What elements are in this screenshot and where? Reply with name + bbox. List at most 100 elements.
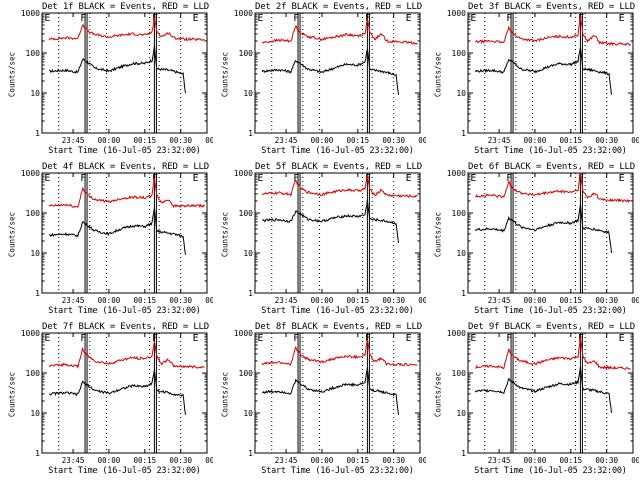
plot-frame (41, 332, 208, 454)
event-marker-label: E (257, 333, 263, 344)
lld-series-line (475, 15, 632, 47)
panel-title: Det 3f BLACK = Events, RED = LLD (468, 2, 635, 12)
x-tick-label: 00:45 (631, 136, 639, 145)
x-axis-label: Start Time (16-Jul-05 23:32:00) (48, 146, 201, 156)
y-tick-label: 100 (239, 369, 254, 378)
x-tick-label: 00:15 (134, 456, 157, 465)
event-marker-label: F (80, 173, 86, 184)
lld-series-line (48, 177, 205, 209)
event-marker-label: E (257, 13, 263, 24)
event-marker-label: E (193, 13, 199, 24)
lld-series-line (475, 172, 631, 204)
x-tick-label: 23:45 (488, 296, 511, 305)
y-tick-label: 1000 (234, 169, 253, 178)
event-marker-label: F (293, 173, 299, 184)
y-tick-label: 100 (26, 369, 41, 378)
x-tick-label: 00:15 (347, 456, 370, 465)
y-tick-label: 10 (243, 249, 253, 258)
y-tick-label: 10 (243, 89, 253, 98)
lightcurve-plot: 110100100023:4500:0000:1500:3000:4501:00… (21, 9, 213, 145)
y-tick-label: 1000 (234, 329, 253, 338)
plot-frame (467, 12, 634, 134)
detector-panel: 110100100023:4500:0000:1500:3000:4501:00… (0, 160, 214, 320)
event-marker-label: E (257, 173, 263, 184)
lightcurve-plot: 110100100023:4500:0000:1500:3000:4501:00… (21, 169, 213, 305)
events-series-line (261, 367, 399, 415)
panel-title: Det 5f BLACK = Events, RED = LLD (255, 162, 422, 172)
lld-series-line (261, 18, 418, 46)
x-tick-label: 00:00 (98, 136, 121, 145)
x-tick-label: 00:15 (560, 136, 583, 145)
lightcurve-plot: 110100100023:4500:0000:1500:3000:4501:00… (234, 329, 426, 465)
x-axis-label: Start Time (16-Jul-05 23:32:00) (474, 146, 627, 156)
event-marker-label: E (193, 333, 199, 344)
y-tick-label: 10 (30, 249, 40, 258)
event-marker-label: F (80, 333, 86, 344)
event-marker-label: F (506, 13, 512, 24)
y-tick-label: 10 (30, 409, 40, 418)
events-series-line (261, 49, 399, 95)
lld-series-line (48, 16, 205, 42)
x-tick-label: 00:30 (595, 136, 618, 145)
event-marker-label: E (619, 13, 625, 24)
x-axis-label: Start Time (16-Jul-05 23:32:00) (261, 466, 414, 476)
lld-series-line (475, 336, 631, 370)
event-marker-label: F (365, 13, 371, 24)
y-tick-label: 1 (248, 449, 253, 458)
x-tick-label: 00:15 (560, 456, 583, 465)
y-tick-label: 100 (26, 209, 41, 218)
event-marker-label: E (470, 333, 476, 344)
events-series-line (474, 204, 612, 254)
panel-title: Det 2f BLACK = Events, RED = LLD (255, 2, 422, 12)
detector-panel: 110100100023:4500:0000:1500:3000:4501:00… (213, 160, 427, 320)
plot-frame (467, 172, 634, 294)
y-tick-label: 1 (35, 129, 40, 138)
event-marker-label: F (365, 333, 371, 344)
x-tick-label: 23:45 (275, 136, 298, 145)
y-tick-label: 100 (26, 49, 41, 58)
x-tick-label: 00:00 (98, 296, 121, 305)
x-tick-label: 00:15 (347, 296, 370, 305)
detector-panel: 110100100023:4500:0000:1500:3000:4501:00… (426, 0, 640, 160)
x-tick-label: 00:00 (98, 456, 121, 465)
y-tick-label: 1000 (447, 9, 466, 18)
y-tick-label: 10 (30, 89, 40, 98)
event-marker-label: F (152, 333, 158, 344)
x-tick-label: 00:15 (560, 296, 583, 305)
y-axis-label: Counts/sec (7, 51, 17, 98)
y-axis-label: Counts/sec (433, 371, 443, 418)
x-tick-label: 00:00 (524, 136, 547, 145)
x-tick-label: 23:45 (488, 136, 511, 145)
event-marker-label: E (619, 333, 625, 344)
x-tick-label: 00:45 (205, 296, 213, 305)
lightcurve-plot: 110100100023:4500:0000:1500:3000:4501:00… (447, 329, 639, 465)
y-tick-label: 1000 (21, 9, 40, 18)
x-axis-label: Start Time (16-Jul-05 23:32:00) (261, 146, 414, 156)
y-tick-label: 100 (452, 49, 467, 58)
x-tick-label: 00:45 (631, 456, 639, 465)
plot-frame (254, 332, 421, 454)
y-tick-label: 100 (239, 209, 254, 218)
lightcurve-plot: 110100100023:4500:0000:1500:3000:4501:00… (234, 169, 426, 305)
y-tick-label: 1000 (21, 169, 40, 178)
y-tick-label: 1000 (234, 9, 253, 18)
events-series-line (49, 208, 186, 255)
y-tick-label: 1 (35, 449, 40, 458)
event-marker-label: F (293, 333, 299, 344)
x-tick-label: 00:30 (169, 456, 192, 465)
x-tick-label: 23:45 (62, 456, 85, 465)
event-marker-label: F (293, 13, 299, 24)
x-tick-label: 00:30 (169, 136, 192, 145)
x-tick-label: 00:30 (595, 456, 618, 465)
event-marker-label: E (619, 173, 625, 184)
x-tick-label: 00:45 (418, 136, 426, 145)
x-tick-label: 23:45 (275, 296, 298, 305)
y-tick-label: 10 (456, 249, 466, 258)
x-tick-label: 00:45 (205, 136, 213, 145)
y-tick-label: 100 (452, 369, 467, 378)
x-tick-label: 23:45 (275, 456, 298, 465)
y-axis-label: Counts/sec (220, 51, 230, 98)
x-tick-label: 00:30 (169, 296, 192, 305)
y-tick-label: 1 (461, 449, 466, 458)
